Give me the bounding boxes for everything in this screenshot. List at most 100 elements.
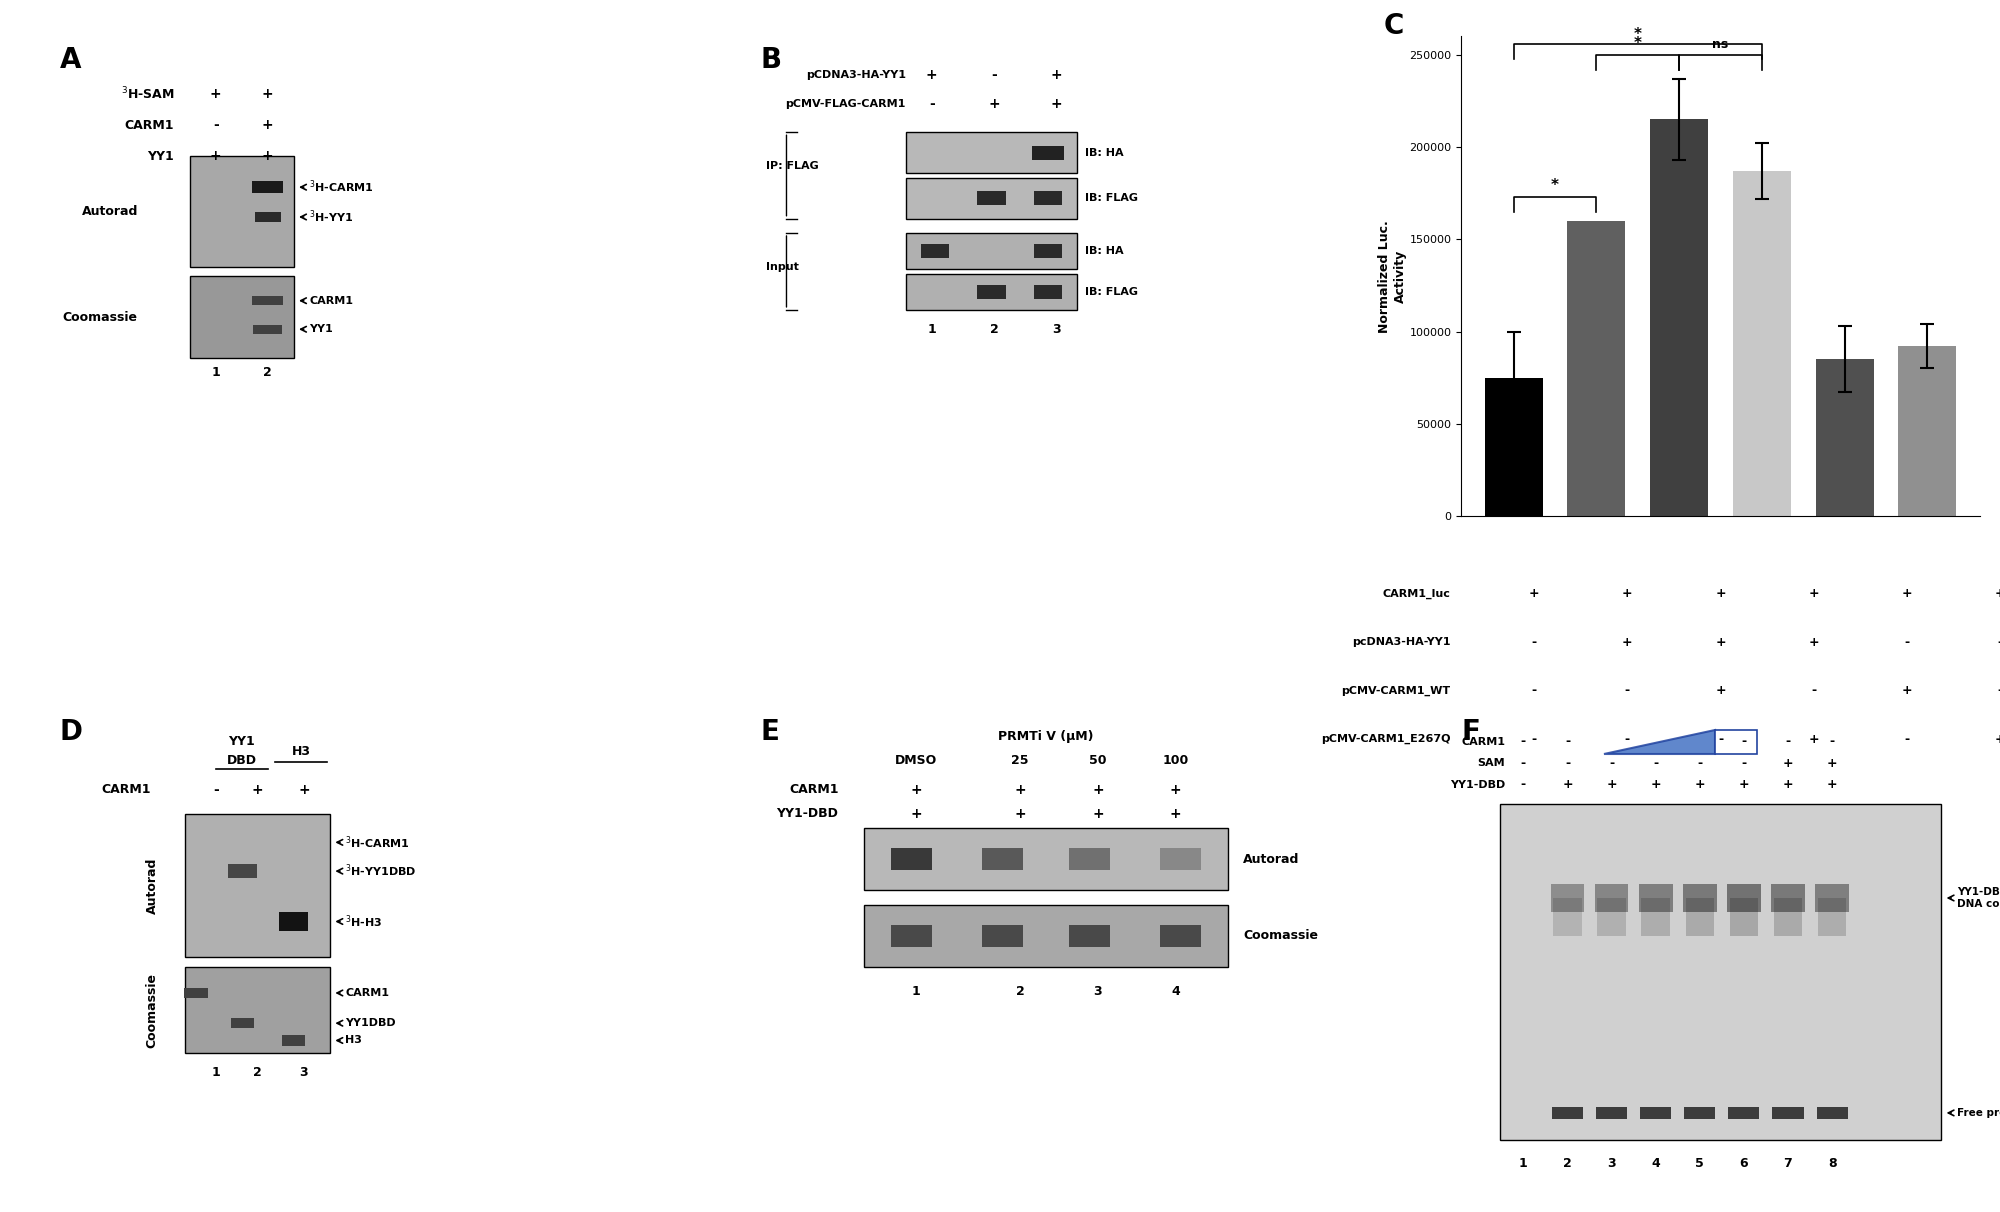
Text: +: + [262,149,274,164]
Text: -: - [928,97,934,110]
Text: 3: 3 [1608,1157,1616,1171]
FancyBboxPatch shape [1728,1107,1760,1119]
FancyBboxPatch shape [920,245,950,258]
FancyBboxPatch shape [982,925,1024,947]
FancyBboxPatch shape [906,132,1078,173]
FancyBboxPatch shape [1816,884,1848,913]
FancyBboxPatch shape [190,276,294,358]
FancyBboxPatch shape [1684,1107,1716,1119]
Text: -: - [1698,756,1702,770]
Text: 4: 4 [1652,1157,1660,1171]
Text: H3: H3 [346,1035,362,1046]
Text: ns: ns [1712,38,1728,51]
FancyBboxPatch shape [1818,898,1846,937]
FancyBboxPatch shape [978,191,1006,206]
Y-axis label: Normalized Luc.
Activity: Normalized Luc. Activity [1378,219,1406,332]
Text: -: - [1532,636,1536,648]
Text: -: - [1904,733,1910,745]
FancyBboxPatch shape [906,274,1078,310]
Text: 3: 3 [1094,984,1102,997]
FancyBboxPatch shape [1598,898,1626,937]
Text: CARM1: CARM1 [346,988,390,997]
Text: CARM1: CARM1 [788,783,838,796]
Text: +: + [1170,783,1182,796]
Text: -: - [1610,756,1614,770]
Text: +: + [1622,588,1632,600]
Text: pCMV-FLAG-CARM1: pCMV-FLAG-CARM1 [786,98,906,109]
Text: E: E [760,718,780,745]
FancyBboxPatch shape [890,925,932,947]
Text: Autorad: Autorad [82,205,138,218]
Text: +: + [262,118,274,132]
Text: 50: 50 [1090,754,1106,767]
Bar [1568,221,1626,516]
Text: +: + [926,68,938,81]
Text: 5: 5 [1696,1157,1704,1171]
Text: +: + [1050,97,1062,110]
Text: +: + [1738,778,1750,791]
Text: IB: HA: IB: HA [1084,246,1124,256]
FancyBboxPatch shape [978,285,1006,298]
FancyBboxPatch shape [184,967,330,1053]
Text: *: * [1634,27,1642,42]
Text: A: A [60,46,82,74]
Text: -: - [1532,685,1536,697]
Text: -: - [1624,733,1630,745]
Text: $^3$H-H3: $^3$H-H3 [346,913,382,930]
Text: 2: 2 [252,1067,262,1079]
Text: +: + [1622,636,1632,648]
Text: SAM: SAM [1478,759,1506,768]
Text: 2: 2 [1564,1157,1572,1171]
FancyBboxPatch shape [1552,1107,1584,1119]
Text: +: + [1606,778,1616,791]
Text: 4: 4 [1172,984,1180,997]
Text: -: - [1998,685,2000,697]
FancyBboxPatch shape [252,297,284,305]
Text: pCMV-CARM1_WT: pCMV-CARM1_WT [1342,686,1450,696]
FancyBboxPatch shape [1032,145,1064,160]
FancyBboxPatch shape [252,182,284,193]
Text: -: - [1742,756,1746,770]
Polygon shape [1604,730,1716,754]
FancyBboxPatch shape [1816,1107,1848,1119]
Text: pcDNA3-HA-YY1: pcDNA3-HA-YY1 [1352,638,1450,647]
FancyBboxPatch shape [1772,1107,1804,1119]
Text: -: - [1564,756,1570,770]
Text: +: + [1014,806,1026,821]
FancyBboxPatch shape [1594,884,1628,913]
Text: 2: 2 [1016,984,1024,997]
Text: +: + [1170,806,1182,821]
FancyBboxPatch shape [254,212,280,222]
FancyBboxPatch shape [1500,804,1942,1139]
Text: 8: 8 [1828,1157,1836,1171]
Text: +: + [1826,756,1838,770]
Text: -: - [1786,736,1790,748]
Text: $^3$H-CARM1: $^3$H-CARM1 [310,179,374,195]
FancyBboxPatch shape [890,848,932,870]
Text: YY1-DBD: YY1-DBD [776,807,838,821]
Text: Coomassie: Coomassie [62,310,138,324]
Text: 25: 25 [1012,754,1028,767]
Text: 100: 100 [1162,754,1188,767]
Text: +: + [262,87,274,101]
FancyBboxPatch shape [184,813,330,957]
Bar [1484,378,1542,516]
FancyBboxPatch shape [280,911,308,931]
FancyBboxPatch shape [1068,848,1110,870]
Text: *: * [1634,36,1642,51]
FancyBboxPatch shape [1160,925,1202,947]
Text: -: - [212,118,218,132]
Text: -: - [1532,733,1536,745]
FancyBboxPatch shape [230,1018,254,1029]
FancyBboxPatch shape [1550,884,1584,913]
FancyBboxPatch shape [282,1035,306,1046]
Text: *: * [1552,178,1560,193]
FancyBboxPatch shape [1772,884,1804,913]
Text: -: - [1564,736,1570,748]
Text: +: + [1650,778,1660,791]
Text: B: B [760,46,782,74]
Polygon shape [1716,730,1756,754]
Bar [1816,359,1874,516]
Text: +: + [1808,636,1820,648]
Text: +: + [1994,588,2000,600]
